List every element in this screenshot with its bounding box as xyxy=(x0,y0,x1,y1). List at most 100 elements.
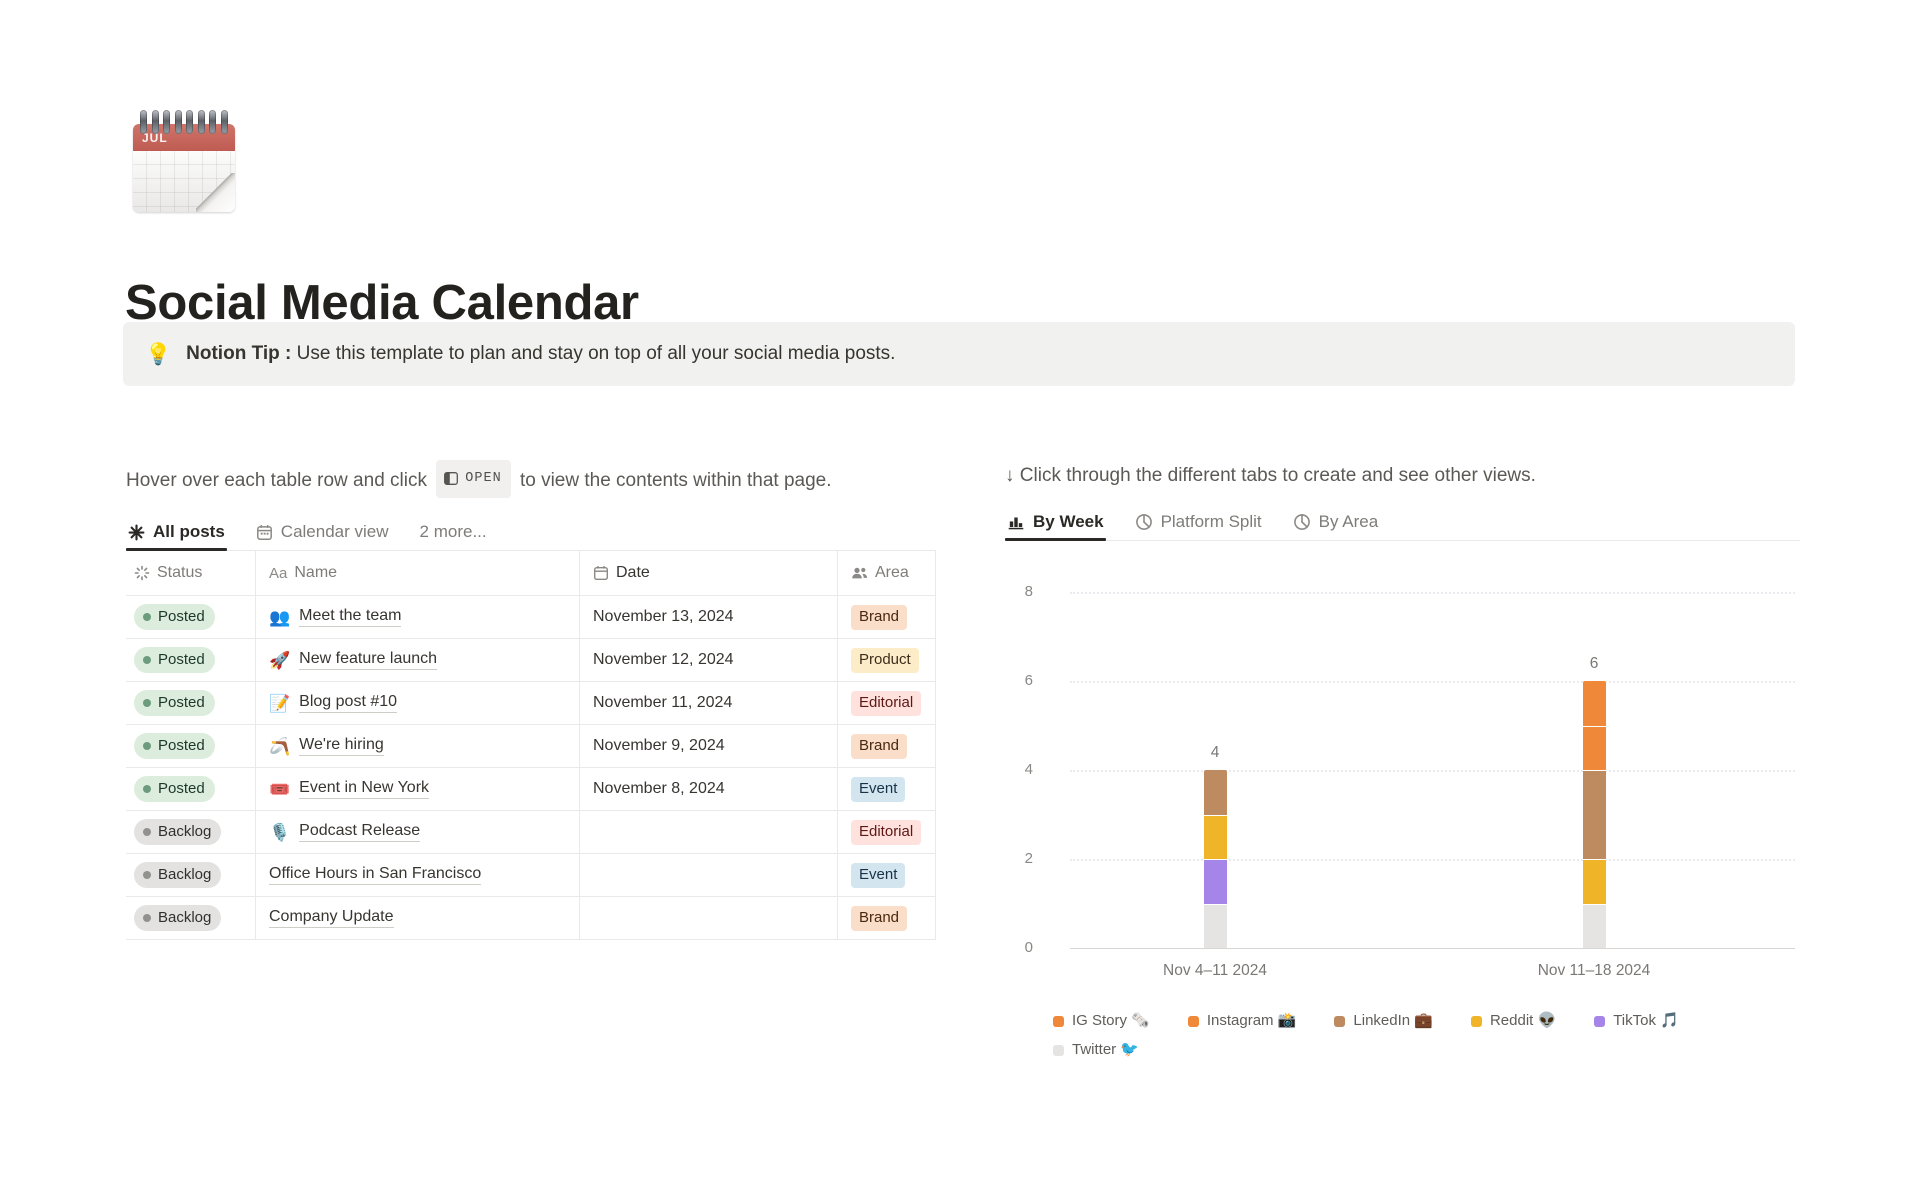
y-axis-tick-label: 2 xyxy=(1024,850,1033,867)
status-pill[interactable]: Backlog xyxy=(134,862,222,888)
status-pill[interactable]: Backlog xyxy=(134,905,222,931)
table-row[interactable]: Posted 👥 Meet the team November 13, 2024 Bra… xyxy=(126,596,936,639)
callout-text: Notion Tip : Use this template to plan a… xyxy=(186,343,895,365)
column-label: Status xyxy=(157,564,203,581)
page-link[interactable]: New feature launch xyxy=(299,650,438,670)
lightbulb-icon: 💡 xyxy=(145,342,172,366)
status-pill[interactable]: Posted xyxy=(134,647,215,673)
legend-swatch-icon xyxy=(1053,1015,1064,1027)
status-pill[interactable]: Backlog xyxy=(134,819,222,845)
area-tag[interactable]: Brand xyxy=(851,604,908,630)
area-tag[interactable]: Editorial xyxy=(851,819,922,845)
calendar-page-curl xyxy=(196,173,235,212)
legend-item[interactable]: TikTok 🎵 xyxy=(1594,1011,1679,1031)
tab-by-area[interactable]: By Area xyxy=(1291,504,1381,540)
table-header-row: Status Aa Name Date Area xyxy=(126,551,936,596)
status-cell: Posted xyxy=(126,639,256,681)
name-cell: 🎙️ Podcast Release xyxy=(256,811,580,853)
page-link[interactable]: Company Update xyxy=(269,908,394,928)
area-tag[interactable]: Brand xyxy=(851,905,908,931)
stacked-bar[interactable] xyxy=(1203,770,1227,948)
legend-item[interactable]: Instagram 📸 xyxy=(1187,1011,1296,1031)
bar-segment xyxy=(1203,770,1227,815)
legend-swatch-icon xyxy=(1053,1044,1064,1056)
area-cell: Editorial xyxy=(838,682,936,724)
date-cell: November 11, 2024 xyxy=(580,682,838,724)
tab-calendar-view[interactable]: Calendar view xyxy=(254,514,391,550)
posts-table-body: Posted 👥 Meet the team November 13, 2024 Bra… xyxy=(126,596,936,940)
y-axis-tick-label: 8 xyxy=(1024,583,1033,600)
date-value: November 9, 2024 xyxy=(593,737,725,754)
side-peek-icon xyxy=(444,472,459,485)
column-label: Name xyxy=(294,564,338,581)
page-link[interactable]: Podcast Release xyxy=(299,822,421,842)
page-link[interactable]: Blog post #10 xyxy=(299,693,398,713)
callout-body-text: Use this template to plan and stay on to… xyxy=(291,343,896,364)
column-header-date[interactable]: Date xyxy=(580,551,838,595)
intro-after: to view the contents within that page. xyxy=(514,470,832,491)
tab-all-posts[interactable]: All posts xyxy=(126,514,227,551)
area-tag[interactable]: Editorial xyxy=(851,690,922,716)
table-row[interactable]: Posted 🚀 New feature launch November 12, 20… xyxy=(126,639,936,682)
area-tag[interactable]: Brand xyxy=(851,733,908,759)
x-axis-category-label: Nov 11–18 2024 xyxy=(1537,962,1651,979)
page-link[interactable]: Meet the team xyxy=(299,607,402,627)
legend-swatch-icon xyxy=(1334,1015,1346,1027)
page-title: Social Media Calendar xyxy=(125,275,639,330)
tab-by-week[interactable]: By Week xyxy=(1005,504,1106,541)
legend-item[interactable]: IG Story 🗞️ xyxy=(1053,1011,1150,1031)
tab-label: By Area xyxy=(1318,512,1379,531)
status-pill[interactable]: Posted xyxy=(134,690,215,716)
column-header-area[interactable]: Area xyxy=(838,551,936,595)
x-axis-category-label: Nov 4–11 2024 xyxy=(1163,962,1267,979)
gridline xyxy=(1070,770,1795,772)
column-header-name[interactable]: Aa Name xyxy=(256,551,580,595)
table-row[interactable]: Posted 🪃 We're hiring November 9, 2024 Brand xyxy=(126,725,936,768)
date-cell: November 8, 2024 xyxy=(580,768,838,810)
name-cell: Office Hours in San Francisco xyxy=(256,854,580,896)
table-row[interactable]: Backlog Company Update Brand xyxy=(126,897,936,940)
legend-item[interactable]: LinkedIn 💼 xyxy=(1334,1011,1433,1031)
tab-label: Calendar view xyxy=(280,522,389,541)
tab-more-views[interactable]: 2 more... xyxy=(418,514,489,550)
area-cell: Brand xyxy=(838,725,936,767)
table-row[interactable]: Backlog 🎙️ Podcast Release Editorial xyxy=(126,811,936,854)
status-label: Posted xyxy=(158,651,205,668)
status-dot-icon xyxy=(143,914,151,922)
status-pill[interactable]: Posted xyxy=(134,604,215,630)
page-link[interactable]: Event in New York xyxy=(299,779,430,799)
legend-label: Twitter 🐦 xyxy=(1072,1041,1140,1058)
area-tag[interactable]: Event xyxy=(851,862,906,888)
status-pill[interactable]: Posted xyxy=(134,776,215,802)
open-button-label: OPEN xyxy=(465,471,502,486)
asterisk-icon xyxy=(128,524,145,540)
column-header-status[interactable]: Status xyxy=(126,551,256,595)
page-link[interactable]: Office Hours in San Francisco xyxy=(269,865,482,885)
tab-platform-split[interactable]: Platform Split xyxy=(1133,504,1264,540)
intro-before: Hover over each table row and click xyxy=(126,470,433,491)
page-link[interactable]: We're hiring xyxy=(299,736,384,756)
legend-item[interactable]: Twitter 🐦 xyxy=(1053,1040,1139,1060)
legend-item[interactable]: Reddit 👽 xyxy=(1470,1011,1556,1031)
table-row[interactable]: Posted 📝 Blog post #10 November 11, 2024 Edi… xyxy=(126,682,936,725)
status-label: Posted xyxy=(158,694,205,711)
date-cell xyxy=(580,811,838,853)
area-tag[interactable]: Event xyxy=(851,776,906,802)
calendar-rings xyxy=(140,110,228,136)
area-cell: Event xyxy=(838,768,936,810)
notion-tip-callout: 💡 Notion Tip : Use this template to plan… xyxy=(123,322,1795,386)
area-cell: Event xyxy=(838,854,936,896)
left-column: Hover over each table row and click OPEN… xyxy=(126,460,936,940)
status-pill[interactable]: Posted xyxy=(134,733,215,759)
open-button[interactable]: OPEN xyxy=(436,460,511,498)
area-cell: Brand xyxy=(838,897,936,939)
stacked-bar[interactable] xyxy=(1582,681,1606,948)
date-cell: November 13, 2024 xyxy=(580,596,838,638)
table-row[interactable]: Posted 🎟️ Event in New York November 8, 202… xyxy=(126,768,936,811)
name-cell: 🚀 New feature launch xyxy=(256,639,580,681)
area-tag[interactable]: Product xyxy=(851,647,919,673)
status-dot-icon xyxy=(143,871,151,879)
page-icon-calendar[interactable]: JUL xyxy=(133,110,235,212)
tab-label: All posts xyxy=(153,522,225,541)
table-row[interactable]: Backlog Office Hours in San Francisco Even… xyxy=(126,854,936,897)
